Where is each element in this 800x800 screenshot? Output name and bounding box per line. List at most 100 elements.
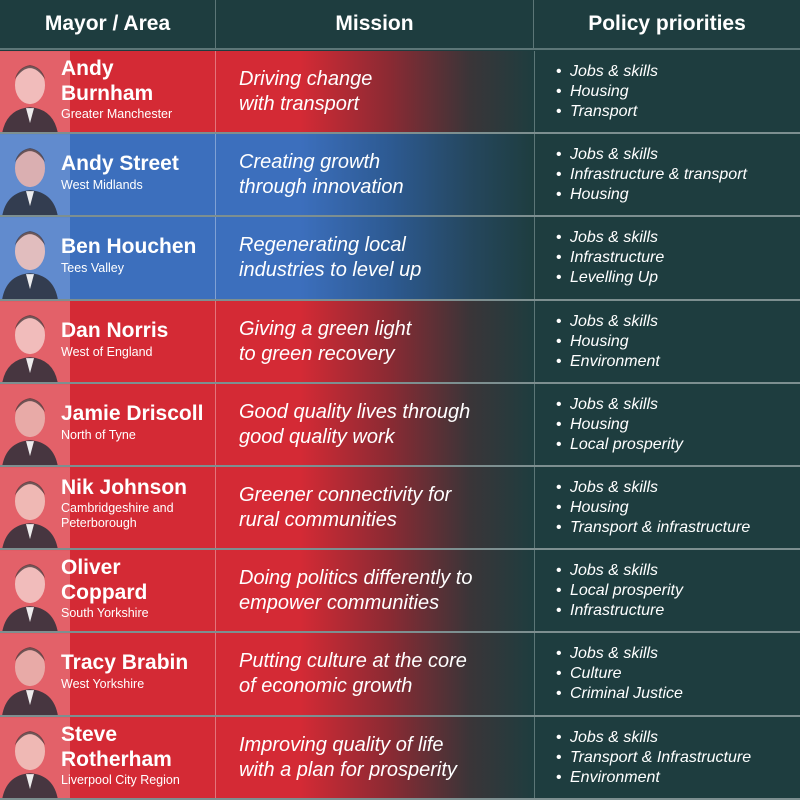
mayor-area: North of Tyne — [61, 427, 136, 442]
policy-priority-item: • Culture — [556, 665, 622, 683]
policy-priority-item: • Transport — [556, 103, 638, 120]
policy-priority-item: • Jobs & skills — [556, 312, 659, 330]
row-divider — [0, 132, 800, 135]
bullet-icon: • — [556, 519, 562, 536]
mayor-area: West Yorkshire — [61, 677, 145, 692]
table-body: Andy Burnham Greater Manchester Driving … — [0, 51, 800, 800]
mayor-cell: Ben Houchen Tees Valley — [0, 217, 216, 301]
policy-priorities-list: • Jobs & skills • Infrastructure • Levellin… — [556, 228, 664, 288]
mayor-name: Steve Rotherham — [61, 722, 172, 771]
bullet-icon: • — [556, 83, 562, 100]
row-background — [0, 134, 534, 218]
mayor-cell: Andy Street West Midlands — [0, 134, 216, 218]
mayor-cell: Nik Johnson Cambridgeshire and Peterboro… — [0, 467, 216, 551]
policy-priority-item: • Environment — [556, 352, 660, 370]
row-background — [0, 300, 534, 384]
bullet-icon: • — [556, 269, 562, 287]
bullet-icon: • — [556, 479, 562, 496]
policy-priorities-list: • Jobs & skills • Housing • Environment — [556, 312, 660, 372]
column-divider — [534, 716, 535, 800]
mission-text: Creating growth through innovation — [239, 151, 404, 199]
policy-priority-item: • Jobs & skills — [556, 562, 659, 580]
mayor-name: Jamie Driscoll — [61, 401, 204, 425]
table-header: Mayor / Area Mission Policy priorities — [0, 0, 800, 50]
bullet-icon: • — [556, 415, 562, 433]
mayor-photo — [0, 633, 70, 717]
mayor-name: Dan Norris — [61, 318, 169, 342]
mayor-area: Cambridgeshire and Peterborough — [61, 501, 174, 530]
bullet-icon: • — [556, 352, 562, 370]
bullet-icon: • — [556, 395, 562, 413]
bullet-icon: • — [556, 229, 562, 247]
policy-priorities-list: • Jobs & skills • Housing • Transport — [556, 62, 658, 122]
policy-priority-item: • Levelling Up — [556, 269, 659, 287]
table-row: Dan Norris West of England Giving a gree… — [0, 300, 800, 384]
mission-text: Doing politics differently to empower co… — [239, 567, 473, 615]
mayor-photo — [0, 383, 70, 467]
policy-priority-item: • Housing — [556, 83, 629, 100]
bullet-icon: • — [556, 249, 562, 267]
bullet-icon: • — [556, 748, 562, 766]
bullet-icon: • — [556, 768, 562, 786]
table-row: Oliver Coppard South Yorkshire Doing pol… — [0, 550, 800, 634]
bullet-icon: • — [556, 312, 562, 330]
mayor-photo — [0, 134, 70, 218]
bullet-icon: • — [556, 728, 562, 746]
policy-priorities-list: • Jobs & skills • Culture • Criminal Justic… — [556, 644, 683, 704]
mayor-name: Nik Johnson — [61, 476, 188, 499]
mission-text: Improving quality of life with a plan fo… — [239, 733, 457, 781]
row-background — [0, 467, 534, 551]
column-divider — [534, 300, 535, 384]
row-background — [0, 383, 534, 467]
mission-text: Good quality lives through good quality … — [239, 400, 471, 448]
policy-priority-item: • Infrastructure — [556, 249, 665, 267]
header-mission: Mission — [216, 0, 534, 48]
row-background — [0, 51, 534, 135]
policy-priorities-list: • Jobs & skills • Infrastructure & transpo… — [556, 145, 747, 205]
mayor-name: Ben Houchen — [61, 235, 197, 259]
bullet-icon: • — [556, 602, 562, 620]
mayor-cell: Oliver Coppard South Yorkshire — [0, 550, 216, 634]
policy-priority-item: • Infrastructure & transport — [556, 166, 747, 184]
column-divider — [534, 467, 535, 551]
column-divider — [534, 51, 535, 135]
table-row: Jamie Driscoll North of Tyne Good qualit… — [0, 383, 800, 467]
bullet-icon: • — [556, 146, 562, 164]
policy-priorities-list: • Jobs & skills • Transport & Infrastructu… — [556, 728, 751, 788]
column-divider — [534, 217, 535, 301]
mayor-name: Andy Burnham — [61, 57, 154, 105]
policy-priority-item: • Jobs & skills — [556, 395, 659, 413]
policy-priority-item: • Housing — [556, 332, 629, 350]
bullet-icon: • — [556, 63, 562, 80]
column-divider — [534, 134, 535, 218]
policy-priority-item: • Housing — [556, 499, 629, 516]
table-row: Nik Johnson Cambridgeshire and Peterboro… — [0, 467, 800, 551]
mayor-photo — [0, 51, 70, 135]
bullet-icon: • — [556, 332, 562, 350]
policy-priority-item: • Local prosperity — [556, 435, 683, 453]
bullet-icon: • — [556, 103, 562, 120]
column-divider — [534, 550, 535, 634]
mayor-name: Tracy Brabin — [61, 651, 189, 675]
mission-text: Regenerating local industries to level u… — [239, 234, 422, 282]
policy-priority-item: • Infrastructure — [556, 602, 665, 620]
row-background — [0, 217, 534, 301]
policy-priority-item: • Local prosperity — [556, 582, 683, 600]
row-divider — [0, 215, 800, 218]
bullet-icon: • — [556, 562, 562, 580]
mission-text: Giving a green light to green recovery — [239, 317, 412, 365]
column-divider — [534, 633, 535, 717]
policy-priorities-list: • Jobs & skills • Housing • Local prosperit… — [556, 395, 683, 455]
bullet-icon: • — [556, 435, 562, 453]
policy-priority-item: • Jobs & skills — [556, 479, 659, 496]
policy-priority-item: • Transport & Infrastructure — [556, 748, 752, 766]
mayor-photo — [0, 550, 70, 634]
table-row: Ben Houchen Tees Valley Regenerating loc… — [0, 217, 800, 301]
policy-priority-item: • Jobs & skills — [556, 63, 659, 80]
bullet-icon: • — [556, 645, 562, 663]
mayor-area: Liverpool City Region — [61, 772, 180, 787]
mayor-area: Greater Manchester — [61, 107, 173, 121]
row-divider — [0, 464, 800, 467]
row-divider — [0, 714, 800, 717]
